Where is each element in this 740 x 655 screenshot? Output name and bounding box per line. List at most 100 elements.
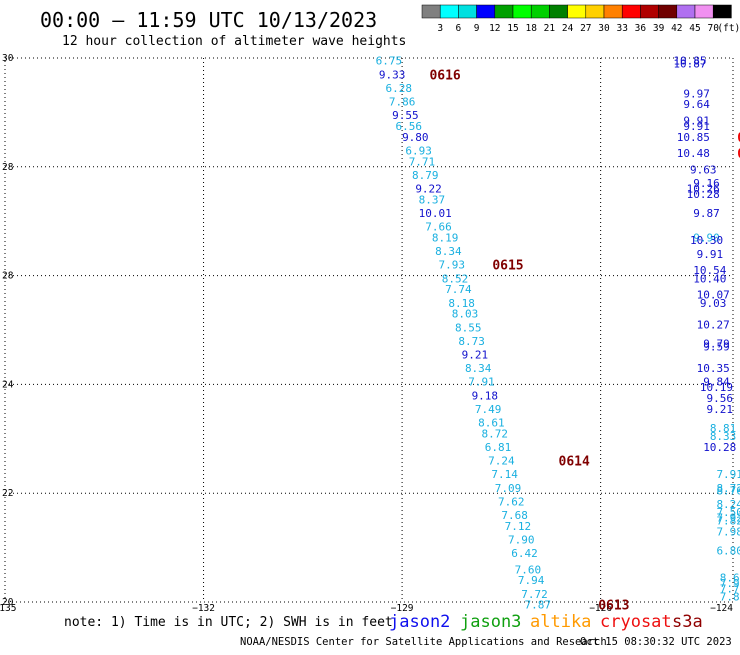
- swh-value: 9.64: [683, 98, 710, 111]
- swh-value: 7.49: [475, 403, 502, 416]
- footer-note: note: 1) Time is in UTC; 2) SWH is in fe…: [64, 615, 393, 630]
- swh-value: 8.34: [435, 245, 462, 258]
- swh-value: 7.92: [716, 512, 740, 525]
- swh-value: 6.93: [405, 144, 432, 157]
- credit-text: NOAA/NESDIS Center for Satellite Applica…: [240, 636, 607, 648]
- swh-value: 10.35: [697, 362, 730, 375]
- swh-value: 9.03: [700, 297, 727, 310]
- swh-value: 7.82: [716, 514, 740, 527]
- swh-value: 9.97: [683, 87, 710, 100]
- west-satellite-track: 6.759.336.287.869.556.569.806.937.718.79…: [376, 55, 551, 612]
- swh-value: 8.81: [710, 422, 737, 435]
- swh-value: 10.07: [697, 289, 730, 302]
- legend-label: 9: [474, 23, 480, 34]
- swh-value: 9.80: [402, 131, 429, 144]
- satellite-legend-item: jason2: [389, 612, 450, 632]
- swh-value: 7.94: [518, 574, 545, 587]
- legend-label: 36: [635, 23, 647, 34]
- legend-label: 15: [507, 23, 518, 34]
- legend-swatch: [567, 4, 587, 19]
- legend-swatch: [658, 4, 678, 19]
- lon-tick-label: −135: [0, 603, 16, 614]
- swh-value: 10.19: [700, 381, 733, 394]
- swh-value: 7.68: [501, 509, 528, 522]
- swh-value: 9.21: [462, 348, 489, 361]
- swh-value: 9.79: [703, 338, 730, 351]
- swh-value: 9.91: [697, 248, 724, 261]
- swh-value: 7.66: [425, 221, 452, 234]
- swh-value: 7.50: [716, 506, 740, 519]
- swh-value: 7.72: [521, 588, 548, 601]
- swh-value: 7.14: [491, 468, 518, 481]
- swh-value: 6.28: [386, 82, 413, 95]
- pass-time-label: 0615: [492, 259, 523, 274]
- swh-value: 7.74: [445, 283, 472, 296]
- legend-swatch: [512, 4, 532, 19]
- color-legend: 3 6 9 12 15 18 21 24 27 30 33 36 39 42 45 70(ft): [421, 4, 740, 34]
- swh-value: 10.27: [697, 319, 730, 332]
- legend-swatch: [676, 4, 696, 19]
- swh-value: 7.91: [716, 468, 740, 481]
- legend-swatch: [476, 4, 496, 19]
- legend-label: 33: [616, 23, 627, 34]
- swh-value: 9.87: [693, 207, 720, 220]
- satellite-legend-item: cryosat: [600, 612, 672, 632]
- plot-area: [4, 57, 734, 603]
- swh-value: 7.93: [438, 259, 465, 272]
- swh-value: 9.16: [693, 177, 720, 190]
- legend-swatch: [494, 4, 514, 19]
- lat-tick-label: 20: [2, 597, 14, 608]
- swh-value: 10.40: [693, 272, 726, 285]
- lon-tick-label: −132: [192, 603, 215, 614]
- swh-value: 7.09: [495, 482, 522, 495]
- legend-label: 42: [671, 23, 682, 34]
- swh-value: 9.18: [472, 389, 499, 402]
- swh-value: 10.85: [677, 131, 710, 144]
- legend-unit: (ft): [717, 23, 740, 34]
- legend-swatch: [549, 4, 568, 19]
- legend-swatch: [694, 4, 714, 19]
- legend-label: 27: [580, 23, 591, 34]
- swh-value: 8.67: [720, 572, 740, 585]
- swh-value: 8.55: [455, 321, 482, 334]
- pass-time-label: 0613: [598, 599, 629, 614]
- swh-value: 7.71: [409, 155, 436, 168]
- swh-value: 7.91: [468, 376, 495, 389]
- legend-label: 21: [544, 23, 556, 34]
- pass-time-label: 0616: [429, 68, 460, 83]
- swh-value: 7.12: [505, 520, 532, 533]
- lat-tick-label: 28: [2, 271, 14, 282]
- map-subtitle: 12 hour collection of altimeter wave hei…: [62, 34, 406, 49]
- swh-value: 7.86: [389, 96, 416, 109]
- lat-lon-grid: [5, 58, 733, 602]
- swh-value: 7.90: [720, 577, 740, 590]
- swh-value: 8.33: [710, 430, 737, 443]
- swh-value: 7.60: [515, 563, 542, 576]
- swh-value: 10.01: [419, 207, 452, 220]
- lat-tick-label: 30: [2, 53, 14, 64]
- swh-value: 8.72: [481, 427, 508, 440]
- legend-swatch: [530, 4, 550, 19]
- swh-value: 8.03: [452, 308, 479, 321]
- swh-value: 9.22: [415, 183, 442, 196]
- pass-time-label: 0918: [737, 131, 740, 146]
- swh-value: 7.62: [498, 495, 525, 508]
- satellite-legend-item: jason3: [460, 612, 521, 632]
- swh-value: 8.61: [478, 416, 505, 429]
- swh-value: 10.87: [673, 57, 706, 70]
- swh-value: 6.56: [395, 120, 422, 133]
- swh-value: 9.21: [707, 403, 734, 416]
- swh-value: 9.84: [703, 376, 730, 389]
- swh-value: 7.90: [508, 533, 535, 546]
- lat-tick-label: 28: [2, 162, 14, 173]
- pass-time-labels: 0616061506140613091809180909: [429, 68, 740, 613]
- satellite-legend-item: s3a: [672, 612, 703, 632]
- pass-time-label: 0614: [559, 455, 590, 470]
- swh-value: 10.26: [687, 183, 720, 196]
- legend-label: 12: [489, 23, 500, 34]
- swh-value: 7.98: [716, 525, 740, 538]
- generated-timestamp: Oct 15 08:30:32 UTC 2023: [580, 636, 732, 648]
